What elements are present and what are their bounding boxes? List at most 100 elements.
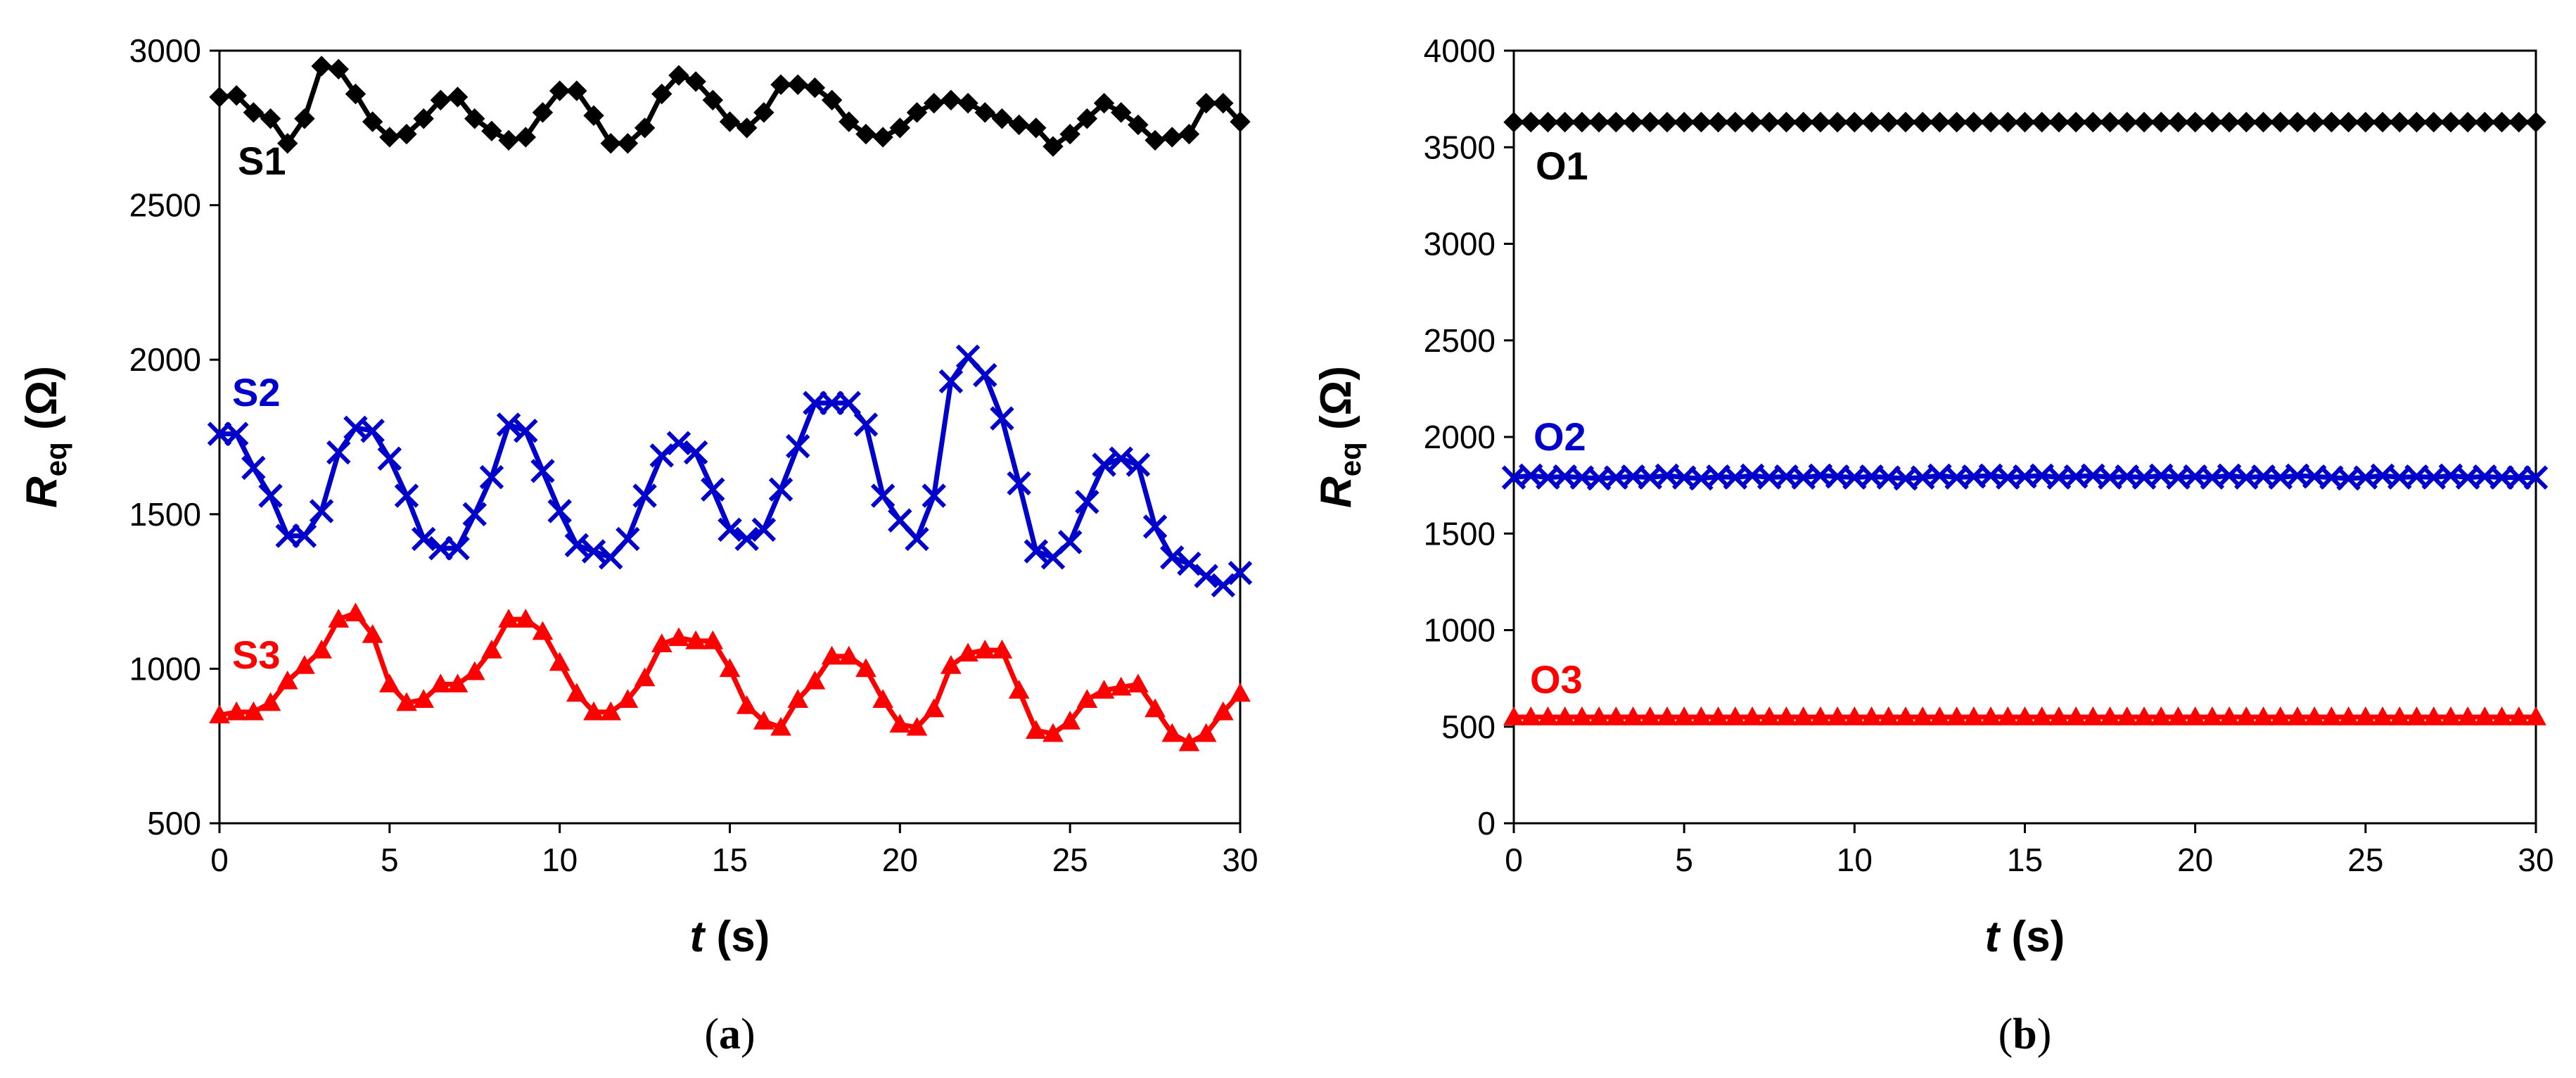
data-point-O1 bbox=[2372, 111, 2393, 133]
data-point-S1 bbox=[345, 83, 366, 105]
series-label-S1: S1 bbox=[238, 139, 286, 183]
series-label-S2: S2 bbox=[232, 370, 281, 414]
data-point-S3 bbox=[549, 652, 570, 671]
data-point-O1 bbox=[1588, 111, 1609, 133]
data-point-O2 bbox=[1586, 466, 1612, 491]
data-point-O1 bbox=[1980, 111, 2001, 133]
data-point-O1 bbox=[2423, 111, 2444, 133]
data-point-S3 bbox=[974, 640, 996, 659]
data-point-O3 bbox=[1673, 706, 1695, 725]
data-point-S2 bbox=[1109, 446, 1133, 471]
x-axis-title: t (s) bbox=[1985, 913, 2065, 961]
data-point-S1 bbox=[362, 111, 383, 132]
data-point-S3 bbox=[770, 716, 791, 736]
data-point-O3 bbox=[2508, 706, 2530, 725]
data-point-S3 bbox=[1076, 689, 1098, 709]
data-point-S1 bbox=[923, 92, 945, 114]
data-point-S1 bbox=[1213, 92, 1234, 114]
data-point-O2 bbox=[1536, 465, 1560, 490]
data-point-S2 bbox=[616, 526, 640, 552]
data-point-S2 bbox=[309, 499, 334, 524]
data-point-O1 bbox=[1690, 111, 1712, 133]
data-point-S1 bbox=[600, 133, 621, 154]
data-point-S3 bbox=[464, 661, 485, 680]
data-point-S1 bbox=[566, 80, 587, 101]
x-tick-label: 15 bbox=[2007, 842, 2043, 878]
data-point-O2 bbox=[1961, 464, 1987, 489]
data-point-O1 bbox=[2338, 111, 2359, 133]
data-point-O2 bbox=[2046, 465, 2072, 490]
data-point-S1 bbox=[243, 102, 264, 123]
series-S3 bbox=[209, 602, 1251, 752]
data-point-O1 bbox=[2184, 111, 2206, 133]
data-point-O2 bbox=[2251, 464, 2276, 489]
data-point-S2 bbox=[360, 418, 385, 443]
data-point-S1 bbox=[839, 111, 860, 132]
series-S1 bbox=[209, 56, 1251, 157]
y-tick-label: 2000 bbox=[1424, 419, 1496, 455]
data-point-S3 bbox=[617, 689, 639, 709]
data-point-S2 bbox=[718, 517, 742, 543]
data-point-S1 bbox=[294, 108, 315, 129]
data-point-S1 bbox=[549, 80, 570, 101]
data-point-O3 bbox=[2287, 706, 2308, 725]
data-point-O1 bbox=[1929, 111, 1951, 133]
data-point-O2 bbox=[2302, 464, 2327, 489]
data-point-O3 bbox=[1657, 706, 1678, 725]
data-point-S3 bbox=[1110, 676, 1132, 696]
data-point-S3 bbox=[1128, 673, 1149, 693]
panel-caption: (a) bbox=[704, 1010, 755, 1058]
data-point-S1 bbox=[736, 118, 758, 139]
data-point-O3 bbox=[2406, 706, 2428, 725]
data-point-S2 bbox=[496, 412, 521, 437]
data-point-O1 bbox=[2082, 111, 2104, 133]
data-point-S1 bbox=[481, 120, 502, 141]
data-point-S3 bbox=[1059, 711, 1081, 730]
data-point-S3 bbox=[396, 692, 417, 711]
data-point-O1 bbox=[2321, 111, 2342, 133]
data-point-S2 bbox=[394, 483, 419, 508]
data-point-O1 bbox=[2355, 111, 2376, 133]
data-point-S2 bbox=[905, 526, 929, 552]
data-point-S2 bbox=[1007, 471, 1031, 496]
data-point-S2 bbox=[275, 524, 300, 548]
data-point-S2 bbox=[888, 508, 912, 533]
data-point-O1 bbox=[1759, 111, 1780, 133]
data-point-O3 bbox=[1844, 706, 1866, 725]
data-point-S3 bbox=[226, 701, 248, 721]
data-point-O1 bbox=[2236, 111, 2257, 133]
data-point-O3 bbox=[1810, 706, 1831, 725]
data-point-S1 bbox=[260, 108, 281, 129]
data-point-O3 bbox=[1963, 706, 1984, 725]
data-point-S3 bbox=[243, 701, 264, 721]
series-line-S1 bbox=[219, 63, 1242, 149]
data-point-S1 bbox=[498, 129, 519, 151]
data-point-O3 bbox=[1912, 706, 1934, 725]
data-point-S2 bbox=[734, 526, 759, 552]
data-point-S2 bbox=[224, 421, 249, 446]
data-point-O2 bbox=[1757, 465, 1782, 490]
data-point-S3 bbox=[1093, 680, 1115, 699]
data-point-O1 bbox=[1622, 111, 1644, 133]
data-point-O2 bbox=[1876, 465, 1901, 490]
data-point-S3 bbox=[413, 689, 435, 709]
data-point-O3 bbox=[1775, 706, 1797, 725]
data-point-O2 bbox=[1893, 466, 1918, 491]
data-point-O1 bbox=[1810, 111, 1831, 133]
data-point-S3 bbox=[209, 704, 230, 723]
data-point-S2 bbox=[530, 459, 555, 483]
data-point-S1 bbox=[941, 89, 962, 110]
data-point-S3 bbox=[634, 667, 656, 687]
y-tick-label: 0 bbox=[1477, 805, 1496, 842]
x-tick-label: 20 bbox=[882, 842, 918, 878]
data-point-O1 bbox=[2304, 111, 2325, 133]
data-point-S2 bbox=[820, 391, 844, 415]
data-point-S1 bbox=[1026, 118, 1047, 139]
data-point-O1 bbox=[2389, 111, 2410, 133]
data-point-S3 bbox=[515, 609, 537, 628]
data-point-S3 bbox=[821, 645, 843, 665]
data-point-O1 bbox=[1827, 111, 1848, 133]
data-point-O3 bbox=[2134, 706, 2155, 725]
data-point-S2 bbox=[258, 483, 283, 508]
data-point-S1 bbox=[311, 56, 332, 77]
